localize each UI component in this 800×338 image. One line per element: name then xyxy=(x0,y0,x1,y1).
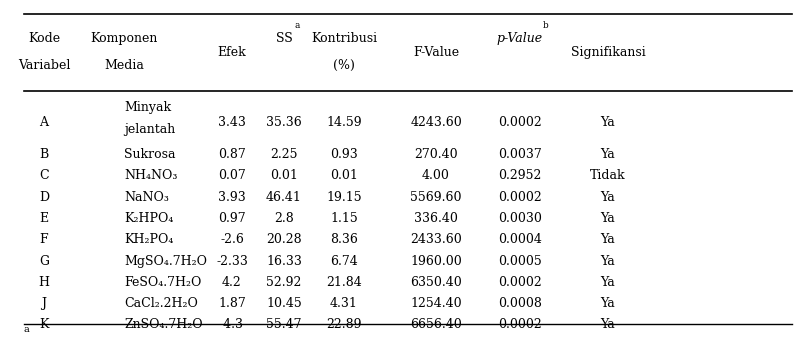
Text: Ya: Ya xyxy=(601,116,615,129)
Text: -4.3: -4.3 xyxy=(220,318,244,332)
Text: Sukrosa: Sukrosa xyxy=(124,148,175,161)
Text: Efek: Efek xyxy=(218,46,246,59)
Text: 4.00: 4.00 xyxy=(422,169,450,183)
Text: Kode: Kode xyxy=(28,32,60,45)
Text: Ya: Ya xyxy=(601,148,615,161)
Text: 0.0002: 0.0002 xyxy=(498,276,542,289)
Text: b: b xyxy=(542,21,548,30)
Text: 0.0005: 0.0005 xyxy=(498,255,542,268)
Text: 4243.60: 4243.60 xyxy=(410,116,462,129)
Text: 1.87: 1.87 xyxy=(218,297,246,310)
Text: a: a xyxy=(294,21,300,30)
Text: FeSO₄.7H₂O: FeSO₄.7H₂O xyxy=(124,276,202,289)
Text: H: H xyxy=(38,276,50,289)
Text: 0.93: 0.93 xyxy=(330,148,358,161)
Text: -2.6: -2.6 xyxy=(220,233,244,246)
Text: 336.40: 336.40 xyxy=(414,212,458,225)
Text: CaCl₂.2H₂O: CaCl₂.2H₂O xyxy=(124,297,198,310)
Text: 0.97: 0.97 xyxy=(218,212,246,225)
Text: 14.59: 14.59 xyxy=(326,116,362,129)
Text: F: F xyxy=(40,233,48,246)
Text: 0.0002: 0.0002 xyxy=(498,318,542,332)
Text: 270.40: 270.40 xyxy=(414,148,458,161)
Text: 52.92: 52.92 xyxy=(266,276,302,289)
Text: 19.15: 19.15 xyxy=(326,191,362,204)
Text: Kontribusi: Kontribusi xyxy=(311,32,377,45)
Text: Ya: Ya xyxy=(601,191,615,204)
Text: SS: SS xyxy=(276,32,292,45)
Text: Ya: Ya xyxy=(601,212,615,225)
Text: G: G xyxy=(39,255,49,268)
Text: A: A xyxy=(39,116,49,129)
Text: ZnSO₄.7H₂O: ZnSO₄.7H₂O xyxy=(124,318,202,332)
Text: Ya: Ya xyxy=(601,233,615,246)
Text: 2.8: 2.8 xyxy=(274,212,294,225)
Text: 0.87: 0.87 xyxy=(218,148,246,161)
Text: 0.0004: 0.0004 xyxy=(498,233,542,246)
Text: 6350.40: 6350.40 xyxy=(410,276,462,289)
Text: 0.0002: 0.0002 xyxy=(498,116,542,129)
Text: 4.2: 4.2 xyxy=(222,276,242,289)
Text: 2.25: 2.25 xyxy=(270,148,298,161)
Text: 55.47: 55.47 xyxy=(266,318,302,332)
Text: Ya: Ya xyxy=(601,297,615,310)
Text: 10.45: 10.45 xyxy=(266,297,302,310)
Text: 0.0002: 0.0002 xyxy=(498,191,542,204)
Text: Komponen: Komponen xyxy=(90,32,158,45)
Text: Minyak: Minyak xyxy=(124,101,171,114)
Text: E: E xyxy=(39,212,49,225)
Text: Ya: Ya xyxy=(601,276,615,289)
Text: J: J xyxy=(42,297,46,310)
Text: 46.41: 46.41 xyxy=(266,191,302,204)
Text: p-Value: p-Value xyxy=(497,32,543,45)
Text: 22.89: 22.89 xyxy=(326,318,362,332)
Text: 0.07: 0.07 xyxy=(218,169,246,183)
Text: K: K xyxy=(39,318,49,332)
Text: Ya: Ya xyxy=(601,255,615,268)
Text: Tidak: Tidak xyxy=(590,169,626,183)
Text: Ya: Ya xyxy=(601,318,615,332)
Text: D: D xyxy=(39,191,49,204)
Text: C: C xyxy=(39,169,49,183)
Text: 2433.60: 2433.60 xyxy=(410,233,462,246)
Text: F-Value: F-Value xyxy=(413,46,459,59)
Text: Signifikansi: Signifikansi xyxy=(570,46,646,59)
Text: 0.0030: 0.0030 xyxy=(498,212,542,225)
Text: B: B xyxy=(39,148,49,161)
Text: 6656.40: 6656.40 xyxy=(410,318,462,332)
Text: 0.01: 0.01 xyxy=(270,169,298,183)
Text: 1960.00: 1960.00 xyxy=(410,255,462,268)
Text: 0.01: 0.01 xyxy=(330,169,358,183)
Text: Media: Media xyxy=(104,59,144,72)
Text: K₂HPO₄: K₂HPO₄ xyxy=(124,212,174,225)
Text: KH₂PO₄: KH₂PO₄ xyxy=(124,233,174,246)
Text: 1254.40: 1254.40 xyxy=(410,297,462,310)
Text: Variabel: Variabel xyxy=(18,59,70,72)
Text: MgSO₄.7H₂O: MgSO₄.7H₂O xyxy=(124,255,207,268)
Text: 21.84: 21.84 xyxy=(326,276,362,289)
Text: 20.28: 20.28 xyxy=(266,233,302,246)
Text: a: a xyxy=(24,325,30,334)
Text: 0.0037: 0.0037 xyxy=(498,148,542,161)
Text: 5569.60: 5569.60 xyxy=(410,191,462,204)
Text: 0.0008: 0.0008 xyxy=(498,297,542,310)
Text: jelantah: jelantah xyxy=(124,123,175,136)
Text: 3.43: 3.43 xyxy=(218,116,246,129)
Text: 0.2952: 0.2952 xyxy=(498,169,542,183)
Text: -2.33: -2.33 xyxy=(216,255,248,268)
Text: 8.36: 8.36 xyxy=(330,233,358,246)
Text: 4.31: 4.31 xyxy=(330,297,358,310)
Text: NaNO₃: NaNO₃ xyxy=(124,191,169,204)
Text: (%): (%) xyxy=(333,59,355,72)
Text: NH₄NO₃: NH₄NO₃ xyxy=(124,169,178,183)
Text: 1.15: 1.15 xyxy=(330,212,358,225)
Text: 35.36: 35.36 xyxy=(266,116,302,129)
Text: 16.33: 16.33 xyxy=(266,255,302,268)
Text: 3.93: 3.93 xyxy=(218,191,246,204)
Text: 6.74: 6.74 xyxy=(330,255,358,268)
